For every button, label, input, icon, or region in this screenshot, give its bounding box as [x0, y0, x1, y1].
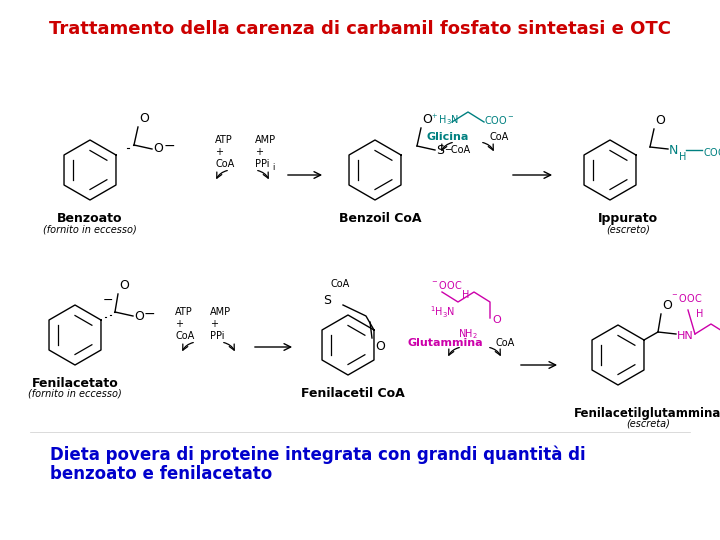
Text: H: H [696, 309, 703, 319]
Text: PPi: PPi [210, 331, 225, 341]
Text: Glutammina: Glutammina [408, 338, 483, 348]
FancyArrowPatch shape [217, 171, 228, 178]
Text: S: S [323, 294, 331, 307]
Text: i: i [272, 163, 274, 172]
Text: O: O [422, 113, 432, 126]
Text: AMP: AMP [210, 307, 231, 317]
Text: Fenilacetilglutammina: Fenilacetilglutammina [575, 407, 720, 420]
Text: O: O [492, 315, 500, 325]
Text: −: − [164, 139, 176, 153]
Text: AMP: AMP [255, 135, 276, 145]
Text: N: N [669, 145, 678, 158]
FancyArrowPatch shape [442, 143, 452, 150]
Text: Benzoato: Benzoato [58, 212, 122, 225]
Text: ─CoA: ─CoA [445, 145, 470, 155]
Text: +: + [215, 147, 223, 157]
Text: S: S [436, 145, 444, 158]
Text: (fornito in eccesso): (fornito in eccesso) [43, 224, 137, 234]
Text: O: O [153, 141, 163, 154]
Text: −: − [144, 307, 156, 321]
Text: O: O [139, 112, 149, 125]
Text: HN: HN [677, 331, 694, 341]
Text: COO$^-$: COO$^-$ [703, 146, 720, 158]
Text: (escreto): (escreto) [606, 224, 650, 234]
Text: $^-$OOC: $^-$OOC [430, 279, 462, 291]
Text: O: O [375, 340, 385, 353]
FancyArrowPatch shape [183, 342, 193, 350]
Text: NH$_2$: NH$_2$ [458, 327, 478, 341]
Text: O: O [655, 114, 665, 127]
FancyArrowPatch shape [224, 342, 234, 350]
FancyArrowPatch shape [449, 348, 459, 355]
Text: O: O [662, 299, 672, 312]
Text: +: + [255, 147, 263, 157]
Text: CoA: CoA [330, 279, 350, 289]
Text: benzoato e fenilacetato: benzoato e fenilacetato [50, 465, 272, 483]
Text: ATP: ATP [215, 135, 233, 145]
Text: O: O [119, 279, 129, 292]
Text: Dieta povera di proteine integrata con grandi quantità di: Dieta povera di proteine integrata con g… [50, 445, 585, 463]
Text: COO$^-$: COO$^-$ [484, 114, 515, 126]
Text: (escreta): (escreta) [626, 419, 670, 429]
Text: −: − [102, 294, 113, 307]
Text: +: + [175, 319, 183, 329]
Text: Glicina: Glicina [427, 132, 469, 142]
Text: H: H [679, 152, 686, 162]
Text: Trattamento della carenza di carbamil fosfato sintetasi e OTC: Trattamento della carenza di carbamil fo… [49, 20, 671, 38]
Text: $^+$H$_3$N: $^+$H$_3$N [430, 112, 459, 127]
Text: Benzoil CoA: Benzoil CoA [338, 212, 421, 225]
Text: ATP: ATP [175, 307, 193, 317]
Text: PPi: PPi [255, 159, 269, 169]
Text: Ippurato: Ippurato [598, 212, 658, 225]
FancyArrowPatch shape [482, 143, 493, 150]
FancyArrowPatch shape [490, 348, 500, 355]
FancyArrowPatch shape [258, 171, 269, 178]
Text: CoA: CoA [215, 159, 234, 169]
Text: $^1$H$_3$N: $^1$H$_3$N [430, 304, 455, 320]
Text: $^-$OOC: $^-$OOC [670, 292, 703, 304]
Text: H: H [462, 290, 469, 300]
Text: Fenilacetato: Fenilacetato [32, 377, 118, 390]
Text: Fenilacetil CoA: Fenilacetil CoA [301, 387, 405, 400]
Text: +: + [210, 319, 218, 329]
Text: CoA: CoA [175, 331, 194, 341]
Text: CoA: CoA [490, 132, 509, 142]
Text: (fornito in eccesso): (fornito in eccesso) [28, 389, 122, 399]
Text: O: O [134, 310, 144, 323]
Text: CoA: CoA [495, 338, 514, 348]
